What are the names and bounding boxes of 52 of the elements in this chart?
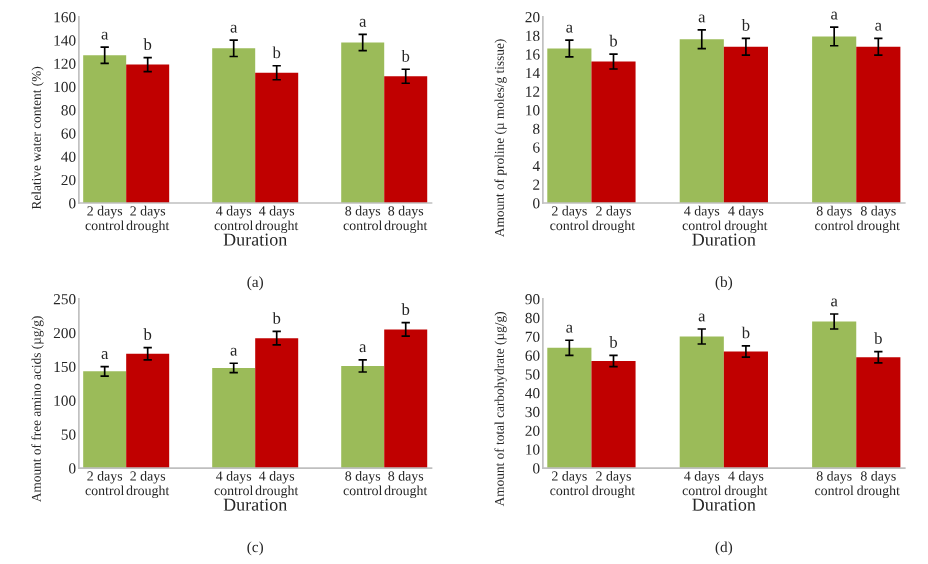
bar	[812, 36, 857, 204]
x-axis-title: Duration	[692, 233, 756, 246]
bar	[591, 61, 636, 204]
annotation: a	[101, 351, 109, 360]
annotation: a	[875, 22, 882, 31]
annotation: b	[874, 332, 882, 345]
bar	[212, 48, 256, 204]
annotation: b	[401, 49, 410, 62]
bar	[384, 76, 428, 204]
annotation: b	[609, 34, 618, 47]
annotation: a	[831, 298, 838, 307]
annotation: a	[698, 14, 706, 23]
bar	[384, 329, 428, 469]
annotation: b	[272, 312, 281, 324]
annotation: b	[609, 336, 618, 348]
annotation: a	[230, 24, 238, 33]
bar	[255, 72, 299, 204]
bar	[255, 338, 299, 469]
bar	[547, 347, 592, 469]
annotation: a	[359, 18, 367, 27]
annotation: a	[831, 11, 838, 20]
bar	[723, 351, 768, 469]
annotation: b	[401, 303, 410, 316]
bar	[126, 353, 170, 469]
bar	[341, 42, 385, 204]
x-axis-title: Duration	[223, 233, 288, 246]
bar	[83, 371, 127, 469]
annotation: a	[359, 344, 367, 353]
bar	[856, 357, 901, 469]
bar	[591, 360, 636, 469]
bar	[212, 367, 256, 469]
annotation: a	[230, 347, 238, 356]
bar	[547, 48, 592, 204]
bar	[723, 46, 768, 204]
annotation: b	[741, 19, 750, 31]
annotation: a	[698, 313, 706, 322]
annotation: a	[566, 24, 573, 33]
bar	[126, 64, 170, 204]
annotation: b	[143, 38, 152, 51]
annotation: a	[566, 324, 573, 333]
bar	[679, 336, 724, 469]
annotation: b	[741, 326, 750, 339]
annotation: b	[143, 328, 152, 341]
bar	[856, 46, 901, 204]
bar	[812, 321, 857, 469]
bar	[83, 55, 127, 204]
bar	[679, 39, 724, 204]
x-axis-title: Duration	[223, 498, 288, 511]
x-axis-title: Duration	[692, 498, 756, 511]
annotation: b	[272, 46, 281, 59]
annotation: a	[101, 31, 109, 40]
bar	[341, 365, 385, 469]
